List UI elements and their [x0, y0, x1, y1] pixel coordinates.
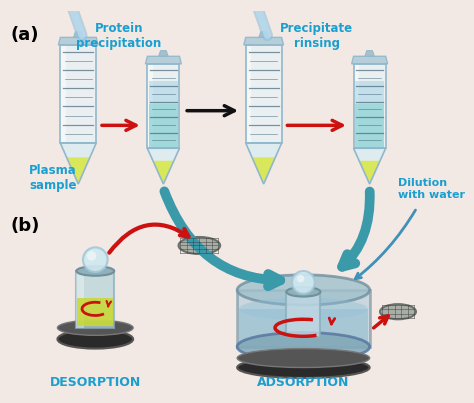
Polygon shape — [147, 64, 180, 148]
Circle shape — [297, 275, 304, 283]
Polygon shape — [354, 64, 386, 148]
Polygon shape — [153, 161, 174, 184]
Ellipse shape — [57, 330, 133, 349]
Polygon shape — [244, 37, 283, 45]
Text: (a): (a) — [10, 26, 39, 44]
Polygon shape — [159, 51, 168, 56]
Circle shape — [83, 247, 108, 272]
Polygon shape — [147, 148, 180, 184]
Polygon shape — [356, 81, 384, 104]
Polygon shape — [359, 161, 380, 184]
Text: ADSORPTION: ADSORPTION — [257, 376, 350, 389]
Polygon shape — [60, 143, 96, 184]
Polygon shape — [60, 45, 66, 143]
Polygon shape — [149, 81, 178, 104]
Polygon shape — [354, 64, 359, 148]
FancyArrowPatch shape — [374, 316, 388, 328]
Polygon shape — [146, 56, 182, 64]
FancyArrowPatch shape — [164, 191, 280, 286]
Text: Dilution
with water: Dilution with water — [398, 178, 465, 199]
Polygon shape — [76, 271, 84, 328]
Ellipse shape — [237, 332, 370, 361]
FancyArrowPatch shape — [342, 191, 370, 267]
Ellipse shape — [76, 266, 114, 276]
Text: DESORPTION: DESORPTION — [50, 376, 141, 389]
FancyArrowPatch shape — [356, 210, 416, 279]
Polygon shape — [246, 45, 251, 143]
Text: Precipitate
rinsing: Precipitate rinsing — [280, 22, 353, 50]
Polygon shape — [66, 157, 90, 184]
Polygon shape — [352, 56, 388, 64]
FancyArrowPatch shape — [109, 224, 189, 253]
Ellipse shape — [237, 357, 370, 378]
Polygon shape — [60, 45, 96, 143]
Polygon shape — [354, 148, 386, 184]
Circle shape — [292, 271, 315, 294]
Circle shape — [87, 251, 96, 261]
Polygon shape — [356, 104, 384, 148]
Polygon shape — [259, 32, 268, 37]
Text: Plasma
sample: Plasma sample — [29, 164, 77, 192]
Ellipse shape — [239, 297, 368, 320]
Polygon shape — [246, 143, 282, 184]
Text: Protein
precipitation: Protein precipitation — [76, 22, 162, 50]
Polygon shape — [365, 51, 374, 56]
Ellipse shape — [179, 237, 220, 254]
Text: (b): (b) — [10, 217, 39, 235]
Polygon shape — [76, 271, 114, 328]
Polygon shape — [58, 37, 98, 45]
Ellipse shape — [237, 349, 370, 368]
Polygon shape — [286, 292, 320, 337]
Polygon shape — [149, 104, 178, 148]
Polygon shape — [252, 157, 275, 184]
Polygon shape — [73, 32, 83, 37]
Polygon shape — [246, 45, 282, 143]
Ellipse shape — [57, 320, 133, 335]
Polygon shape — [77, 297, 113, 326]
Polygon shape — [239, 309, 368, 346]
Polygon shape — [147, 64, 153, 148]
Polygon shape — [237, 290, 370, 347]
Ellipse shape — [380, 304, 416, 319]
Ellipse shape — [237, 275, 370, 305]
Ellipse shape — [286, 287, 320, 297]
